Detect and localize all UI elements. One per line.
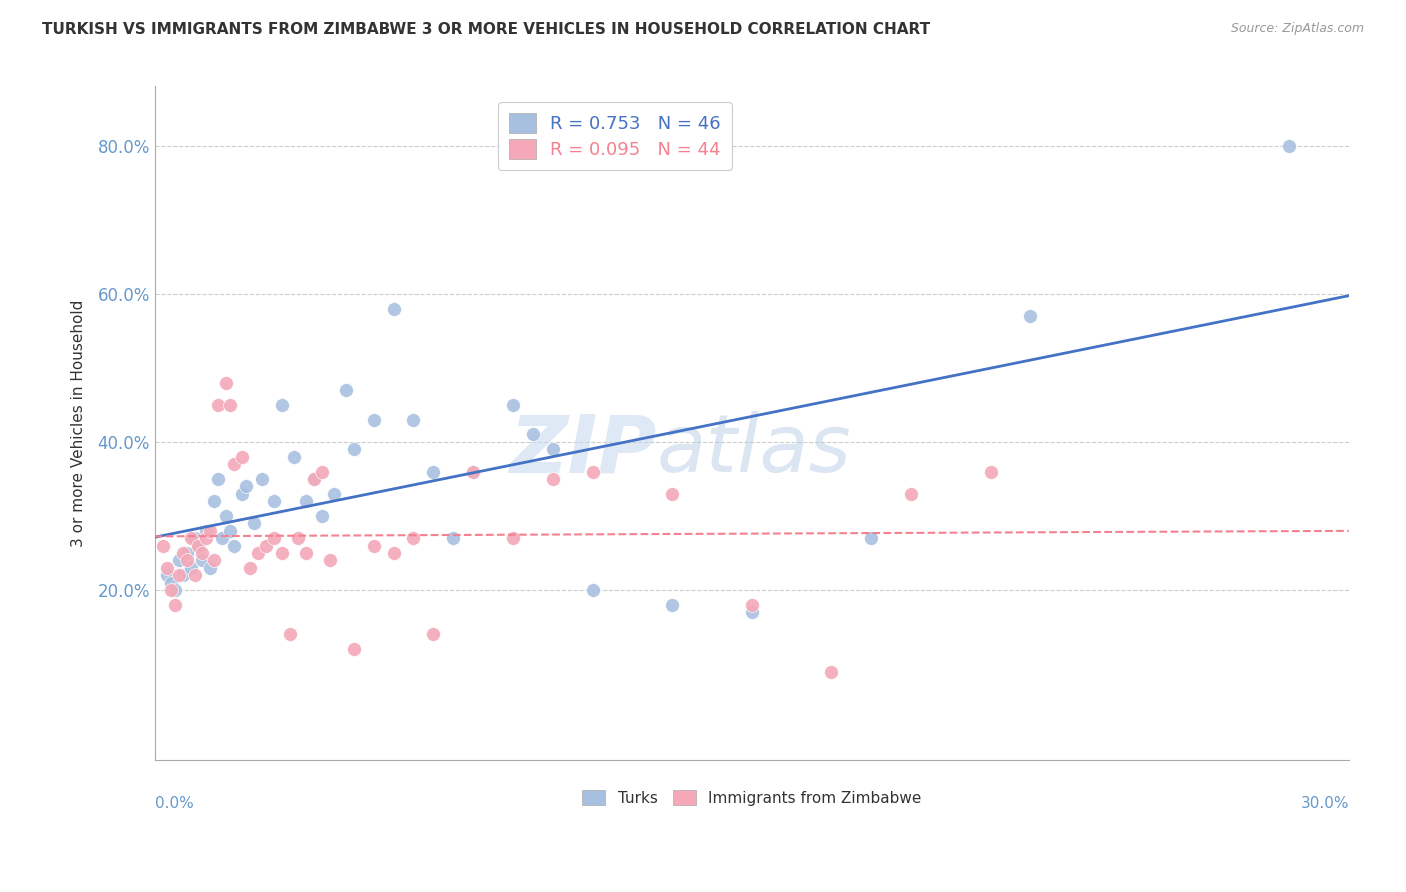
Point	[219, 398, 242, 412]
Point	[271, 398, 294, 412]
Point	[463, 465, 485, 479]
Point	[163, 598, 186, 612]
Point	[187, 539, 209, 553]
Point	[581, 465, 603, 479]
Text: atlas: atlas	[657, 411, 851, 490]
Point	[402, 412, 425, 426]
Legend: Turks, Immigrants from Zimbabwe: Turks, Immigrants from Zimbabwe	[575, 782, 929, 814]
Point	[422, 465, 444, 479]
Point	[191, 546, 214, 560]
Point	[322, 487, 344, 501]
Point	[295, 546, 318, 560]
Point	[207, 472, 229, 486]
Point	[271, 546, 294, 560]
Text: 0.0%: 0.0%	[155, 796, 194, 811]
Point	[195, 524, 218, 538]
Point	[980, 465, 1002, 479]
Point	[661, 487, 683, 501]
Point	[167, 553, 190, 567]
Point	[302, 472, 325, 486]
Point	[254, 539, 277, 553]
Point	[239, 561, 262, 575]
Point	[302, 472, 325, 486]
Point	[343, 642, 366, 657]
Point	[176, 553, 198, 567]
Point	[382, 301, 405, 316]
Point	[215, 508, 238, 523]
Point	[441, 531, 464, 545]
Point	[741, 598, 763, 612]
Text: 30.0%: 30.0%	[1301, 796, 1348, 811]
Point	[502, 398, 524, 412]
Point	[581, 582, 603, 597]
Text: ZIP: ZIP	[509, 411, 657, 490]
Point	[263, 494, 285, 508]
Point	[900, 487, 922, 501]
Point	[363, 539, 385, 553]
Point	[382, 546, 405, 560]
Point	[541, 472, 564, 486]
Text: TURKISH VS IMMIGRANTS FROM ZIMBABWE 3 OR MORE VEHICLES IN HOUSEHOLD CORRELATION : TURKISH VS IMMIGRANTS FROM ZIMBABWE 3 OR…	[42, 22, 931, 37]
Point	[183, 531, 205, 545]
Point	[224, 539, 246, 553]
Point	[1278, 138, 1301, 153]
Point	[522, 427, 544, 442]
Point	[541, 442, 564, 457]
Point	[463, 465, 485, 479]
Point	[176, 546, 198, 560]
Point	[235, 479, 257, 493]
Point	[860, 531, 883, 545]
Point	[219, 524, 242, 538]
Point	[215, 376, 238, 390]
Point	[167, 568, 190, 582]
Point	[156, 568, 179, 582]
Point	[741, 605, 763, 619]
Point	[319, 553, 342, 567]
Point	[263, 531, 285, 545]
Point	[152, 539, 174, 553]
Point	[231, 487, 253, 501]
Point	[156, 561, 179, 575]
Point	[1019, 309, 1042, 323]
Point	[363, 412, 385, 426]
Point	[183, 568, 205, 582]
Point	[402, 531, 425, 545]
Point	[343, 442, 366, 457]
Point	[283, 450, 305, 464]
Point	[820, 665, 842, 679]
Point	[163, 582, 186, 597]
Point	[180, 561, 202, 575]
Text: Source: ZipAtlas.com: Source: ZipAtlas.com	[1230, 22, 1364, 36]
Point	[231, 450, 253, 464]
Point	[211, 531, 233, 545]
Point	[502, 531, 524, 545]
Point	[180, 531, 202, 545]
Point	[200, 561, 222, 575]
Point	[200, 524, 222, 538]
Point	[661, 598, 683, 612]
Point	[295, 494, 318, 508]
Point	[172, 568, 194, 582]
Point	[191, 553, 214, 567]
Point	[247, 546, 270, 560]
Y-axis label: 3 or more Vehicles in Household: 3 or more Vehicles in Household	[72, 300, 86, 547]
Point	[207, 398, 229, 412]
Point	[287, 531, 309, 545]
Point	[311, 465, 333, 479]
Point	[335, 383, 357, 397]
Point	[195, 531, 218, 545]
Point	[204, 494, 226, 508]
Point	[224, 457, 246, 471]
Point	[187, 539, 209, 553]
Point	[243, 516, 266, 531]
Point	[250, 472, 273, 486]
Point	[311, 508, 333, 523]
Point	[159, 575, 181, 590]
Point	[159, 582, 181, 597]
Point	[278, 627, 301, 641]
Point	[172, 546, 194, 560]
Point	[422, 627, 444, 641]
Point	[204, 553, 226, 567]
